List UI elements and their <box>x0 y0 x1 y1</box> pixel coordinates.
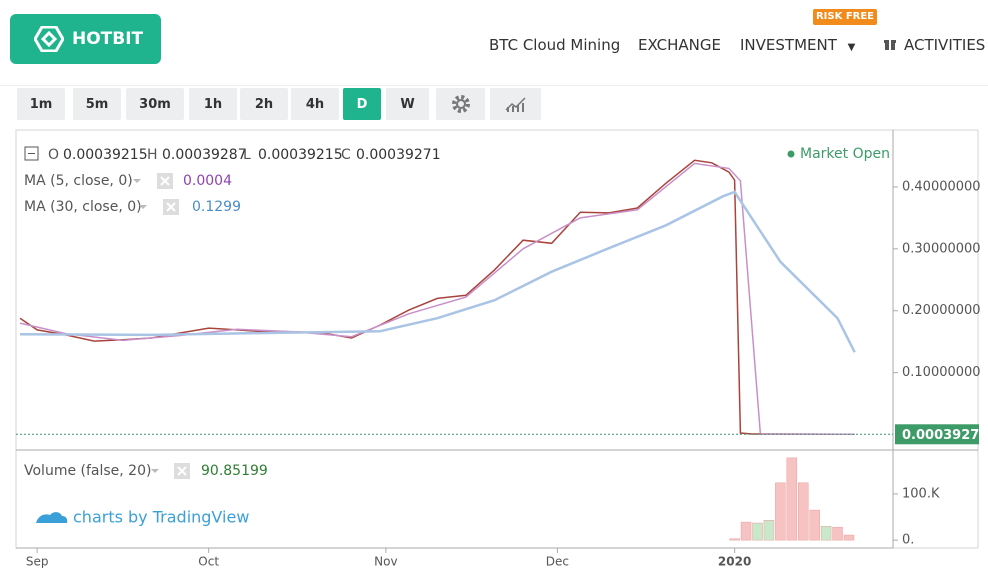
x-tick-label: Sep <box>26 555 49 569</box>
interval-button[interactable]: 2h <box>240 88 288 120</box>
remove-icon <box>166 202 176 212</box>
legend-value: 0.0004 <box>183 173 232 189</box>
ohlc-value: 0.00039215 <box>63 147 148 163</box>
x-tick-label: Dec <box>546 555 569 569</box>
volume-bar <box>740 521 752 541</box>
volume-bar <box>786 457 798 541</box>
dropdown-icon <box>139 205 147 209</box>
market-status: Market Open <box>800 146 890 162</box>
chart-frame <box>15 129 979 549</box>
nav-item[interactable]: INVESTMENT ▼ <box>740 36 856 54</box>
nav-text: ACTIVITIES <box>904 36 986 54</box>
interval-button[interactable]: 1m <box>17 88 65 120</box>
ohlc-label: C <box>341 147 351 163</box>
dropdown-icon <box>151 469 159 473</box>
series-line <box>19 159 855 436</box>
dropdown-icon <box>133 179 141 183</box>
legend-label: Volume (false, 20) <box>24 463 151 479</box>
y-tick-label: 0.20000000 <box>902 303 981 318</box>
volume-bar <box>843 534 855 541</box>
volume-bar <box>797 482 809 541</box>
x-tick-label: 2020 <box>718 555 751 569</box>
volume-bar <box>832 526 843 541</box>
y-tick-label: 100.K <box>902 486 940 501</box>
interval-button[interactable]: D <box>343 88 381 120</box>
volume-bar <box>820 526 832 541</box>
ohlc-value: 0.00039271 <box>356 147 441 163</box>
series-line <box>19 162 855 436</box>
collapse-icon <box>24 146 39 161</box>
chart-icon <box>504 97 526 112</box>
y-tick-label: 0.10000000 <box>902 365 981 380</box>
series-line <box>19 190 856 353</box>
logo[interactable]: HOTBIT <box>10 14 161 64</box>
interval-button[interactable]: 4h <box>291 88 339 120</box>
nav-text: INVESTMENT <box>740 36 837 54</box>
interval-button[interactable]: W <box>386 88 429 120</box>
logo-icon <box>34 26 64 52</box>
volume-bar <box>763 520 775 541</box>
interval-button[interactable]: 30m <box>126 88 184 120</box>
settings-button[interactable] <box>436 88 485 120</box>
interval-button[interactable]: 1h <box>189 88 237 120</box>
watermark: charts by TradingView <box>73 508 249 527</box>
volume-bar <box>809 509 820 541</box>
y-tick-label: 0. <box>902 533 914 548</box>
ohlc-label: H <box>147 147 158 163</box>
y-tick-label: 0.40000000 <box>902 179 981 194</box>
legend-value: 0.1299 <box>192 199 241 215</box>
status-dot <box>787 150 795 158</box>
divider <box>0 85 988 86</box>
ohlc-value: 0.00039287 <box>162 147 247 163</box>
nav-item[interactable]: EXCHANGE <box>638 36 721 54</box>
ohlc-label: L <box>243 147 251 163</box>
legend-value: 90.85199 <box>201 463 268 479</box>
last-price-box <box>895 424 979 445</box>
ohlc-label: O <box>48 147 59 163</box>
indicators-button[interactable] <box>490 88 541 120</box>
gear-icon <box>451 95 470 113</box>
volume-bar <box>775 482 786 541</box>
tradingview-logo <box>36 512 68 523</box>
last-price-label: 0.00039271 <box>902 428 988 443</box>
x-tick-label: Oct <box>198 555 219 569</box>
nav-item[interactable]: BTC Cloud Mining <box>489 36 621 54</box>
y-tick-label: 0.30000000 <box>902 241 981 256</box>
gift-icon <box>884 40 896 50</box>
remove-icon <box>160 176 170 186</box>
x-tick-label: Nov <box>374 555 397 569</box>
legend-label: MA (30, close, 0) <box>24 199 142 215</box>
volume-bar <box>752 522 763 541</box>
interval-button[interactable]: 5m <box>73 88 121 120</box>
volume-bar <box>729 538 740 541</box>
badge: RISK FREE <box>813 9 877 25</box>
remove-icon <box>177 466 187 476</box>
legend-label: MA (5, close, 0) <box>24 173 133 189</box>
logo-text: HOTBIT <box>72 29 144 49</box>
ohlc-value: 0.00039215 <box>258 147 343 163</box>
nav-item[interactable]: ACTIVITIES <box>884 36 985 54</box>
